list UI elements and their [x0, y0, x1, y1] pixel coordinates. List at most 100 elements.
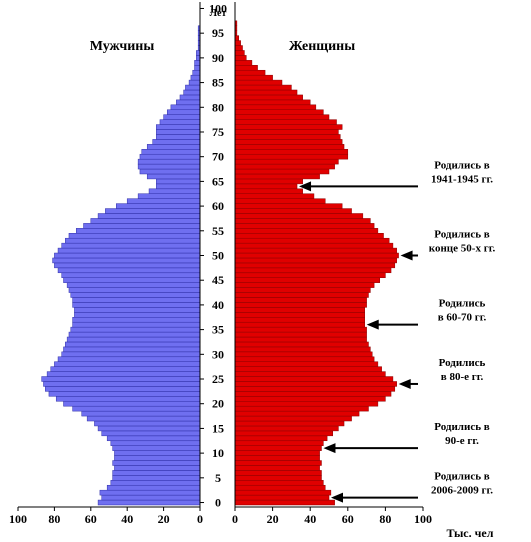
age-tick-label: 50	[212, 249, 224, 263]
female-bar	[234, 129, 339, 135]
male-bar	[106, 435, 201, 442]
male-bar	[146, 173, 201, 180]
age-tick-label: 65	[212, 174, 224, 188]
male-bar	[74, 312, 201, 318]
annotation-label: 90-е гг.	[445, 435, 479, 447]
female-bar	[234, 213, 364, 219]
male-bar	[170, 104, 201, 111]
age-tick-label: 40	[212, 298, 224, 312]
female-bar	[234, 410, 360, 417]
annotation-arrowhead	[398, 378, 411, 389]
female-bar	[234, 277, 381, 283]
female-bar	[234, 257, 397, 264]
female-bars	[234, 20, 399, 506]
male-bar	[112, 460, 201, 466]
x-tick-label-left: 0	[197, 512, 203, 526]
male-bar	[152, 139, 201, 145]
age-tick-label: 95	[212, 26, 224, 40]
age-tick-label: 60	[212, 199, 224, 213]
annotation-arrowhead	[366, 319, 379, 330]
female-bar	[234, 465, 320, 471]
female-bar	[234, 297, 367, 303]
age-tick-label: 75	[212, 125, 224, 139]
male-bar	[94, 420, 201, 427]
female-bar	[234, 163, 335, 170]
female-bar	[234, 247, 397, 254]
male-bar	[192, 69, 201, 76]
male-bar	[185, 84, 201, 91]
male-bar	[52, 257, 201, 264]
male-bar	[74, 307, 201, 313]
female-bar	[234, 430, 334, 437]
age-tick-label: 15	[212, 421, 224, 435]
female-bar	[234, 346, 371, 353]
female-bar	[234, 84, 292, 91]
female-bar	[234, 237, 390, 244]
female-bar	[234, 134, 341, 140]
female-bar	[234, 252, 399, 259]
male-bar	[54, 262, 201, 269]
male-bar	[114, 450, 201, 456]
female-bar	[234, 405, 369, 412]
age-tick-label: 45	[212, 273, 224, 287]
male-bar	[63, 346, 201, 353]
male-bar	[63, 400, 201, 407]
male-bar	[46, 371, 201, 377]
x-tick-label-right: 20	[267, 512, 279, 526]
female-bar	[234, 223, 375, 229]
female-bar	[234, 317, 365, 323]
female-bar	[234, 440, 324, 446]
female-bar	[234, 50, 245, 56]
female-bar	[234, 376, 394, 382]
annotation-arrowhead	[323, 443, 336, 454]
male-bar	[72, 302, 201, 308]
left-panel-title: Мужчины	[90, 39, 155, 54]
female-bar	[234, 494, 330, 501]
female-bar	[234, 89, 298, 96]
male-bar	[112, 445, 201, 451]
male-bar	[70, 292, 201, 298]
male-bar	[148, 188, 201, 194]
male-bar	[139, 168, 201, 175]
x-tick-label-left: 80	[48, 512, 60, 526]
female-bar	[234, 193, 315, 199]
female-bar	[234, 60, 253, 66]
male-bar	[188, 79, 201, 86]
male-bar	[70, 326, 201, 333]
x-tick-label-left: 40	[121, 512, 133, 526]
male-bar	[63, 277, 201, 283]
annotation-arrowhead	[331, 492, 343, 503]
annotation-label: 2006-2009 гг.	[431, 485, 493, 497]
female-bar	[234, 321, 365, 328]
male-bar	[57, 247, 201, 254]
male-bar	[137, 158, 201, 165]
female-bar	[234, 484, 326, 491]
female-bar	[234, 415, 352, 422]
female-bar	[234, 119, 337, 125]
female-bar	[234, 198, 326, 204]
female-bar	[234, 267, 392, 274]
male-bar	[68, 233, 201, 239]
female-bar	[234, 233, 384, 239]
male-bar	[48, 391, 201, 397]
female-bar	[234, 218, 371, 224]
male-bar	[137, 163, 201, 170]
age-tick-label: 20	[212, 397, 224, 411]
axes	[18, 2, 423, 508]
annotation-label: Родились в	[434, 421, 489, 433]
male-bar	[194, 60, 201, 66]
female-bar	[234, 45, 243, 51]
male-bar	[72, 321, 201, 328]
female-bar	[234, 455, 320, 461]
male-bar	[61, 272, 201, 278]
age-tick-labels: 0 5 10 15 20 25 30 35 40 45 50 55 60 65 70 75 80 85 90 95 10…	[200, 1, 227, 510]
x-tick-label-right: 0	[232, 512, 238, 526]
male-bar	[141, 149, 201, 155]
annotation-arrowhead	[400, 250, 413, 261]
female-bar	[234, 302, 367, 308]
annotation-label: Родились	[439, 357, 486, 369]
age-tick-label: 35	[212, 323, 224, 337]
male-bar	[81, 410, 201, 417]
male-bar	[72, 317, 201, 323]
